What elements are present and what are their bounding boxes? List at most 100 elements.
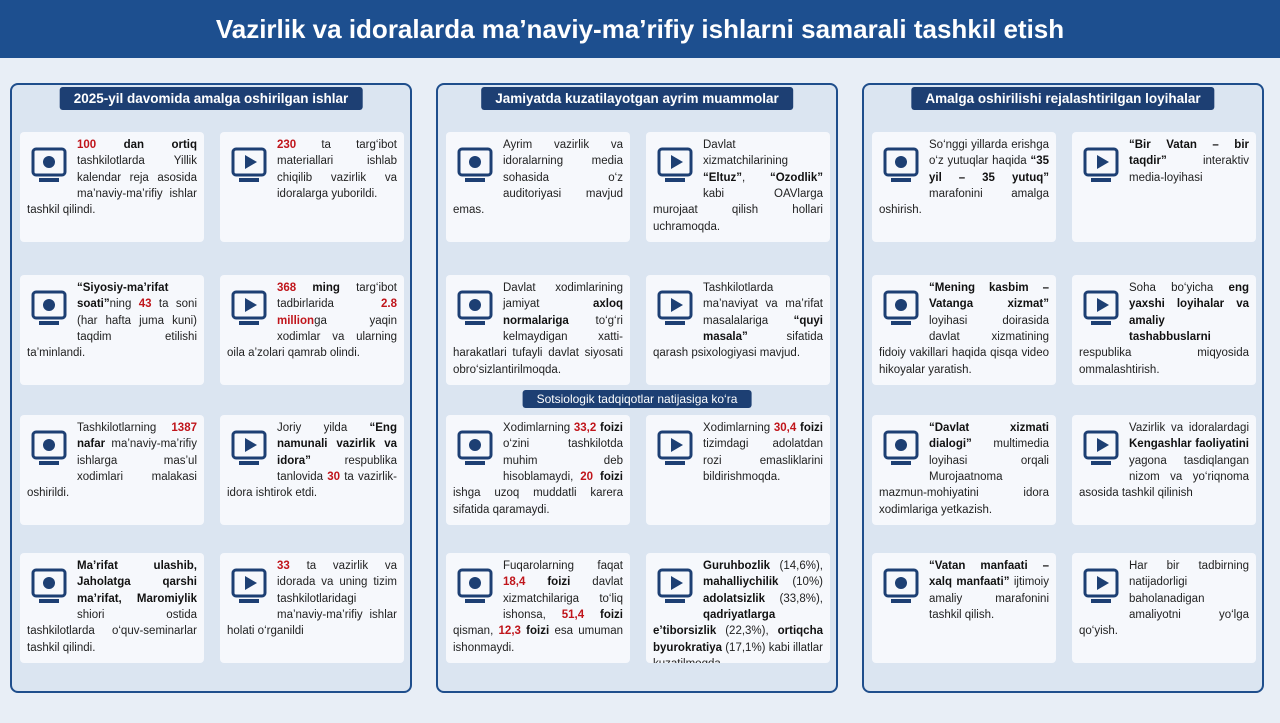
text-run: ta vazirlik va idorada va uning tizim ta… bbox=[227, 560, 397, 638]
card: 100 dan ortiq tashkilotlarda Yillik kale… bbox=[20, 132, 204, 242]
icon bbox=[1083, 290, 1119, 325]
card-text: “Davlat xizmati dialogi” multimedia loyi… bbox=[879, 420, 1049, 518]
text-run: 30 bbox=[327, 470, 341, 483]
icon bbox=[657, 430, 693, 465]
card: 368 ming targ‘ibot tadbirlarida 2.8 mill… bbox=[220, 275, 404, 385]
text-run: 20 bbox=[580, 470, 594, 483]
text-run: “Eng namunali vazirlik va idora” bbox=[277, 422, 397, 467]
icon bbox=[231, 568, 267, 603]
card-text: Joriy yilda “Eng namunali vazirlik va id… bbox=[227, 420, 397, 502]
card-text: Davlat xizmatchilarining “Eltuz”, “Ozodl… bbox=[653, 137, 823, 235]
text-run: shiori ostida tashkilotlarda o‘quv-semin… bbox=[27, 608, 197, 654]
text-run: “Siyosiy-ma’rifat soati” bbox=[77, 282, 169, 311]
text-run: Xodimlarning bbox=[703, 422, 774, 434]
text-run: , bbox=[741, 171, 770, 184]
text-run: ming bbox=[296, 282, 340, 294]
icon bbox=[883, 147, 919, 182]
text-run: Xodimlarning bbox=[503, 422, 574, 434]
text-run: ta soni (har hafta juma kuni) taqdim eti… bbox=[27, 298, 198, 360]
card-text: So‘nggi yillarda erishga o‘z yutuqlar ha… bbox=[879, 137, 1049, 219]
text-run: respublika tanlovida bbox=[277, 454, 397, 483]
panel-title: Jamiyatda kuzatilayotgan ayrim muammolar bbox=[481, 87, 793, 110]
panel-title: Amalga oshirilishi rejalashtirilgan loyi… bbox=[911, 87, 1215, 110]
card-text: Fuqarolarning faqat 18,4 foizi davlat xi… bbox=[453, 558, 623, 656]
text-run: (22,3%), bbox=[716, 625, 778, 638]
text-run: “Ozodlik” bbox=[769, 171, 823, 184]
icon bbox=[1083, 568, 1119, 603]
text-run: 100 bbox=[77, 139, 97, 151]
text-run: 368 bbox=[277, 282, 297, 294]
panel-subtitle: Sotsiologik tadqiqotlar natijasiga ko‘ra bbox=[522, 390, 752, 408]
card-text: 33 ta vazirlik va idorada va uning tizim… bbox=[227, 558, 397, 640]
text-run: “Davlat xizmati dialogi” bbox=[929, 422, 1049, 451]
text-run: multimedia loyihasi orqali Murojaatnoma … bbox=[879, 438, 1049, 516]
panel: Amalga oshirilishi rejalashtirilgan loyi… bbox=[862, 83, 1264, 693]
text-run: “Vatan manfaati – xalq manfaati” bbox=[929, 560, 1049, 589]
icon bbox=[883, 430, 919, 465]
text-run: qisman, bbox=[453, 625, 499, 638]
text-run: 1387 bbox=[171, 422, 197, 434]
text-run: “Mening kasbim – Vatanga xizmat” bbox=[929, 282, 1049, 311]
text-run: to‘g‘ri kelmaydigan xatti-harakatlari tu… bbox=[453, 314, 623, 376]
card: 230 ta targ‘ibot materiallari ishlab chi… bbox=[220, 132, 404, 242]
text-run: foizi bbox=[520, 625, 550, 638]
icon bbox=[231, 290, 267, 325]
text-run: (33,8%), bbox=[765, 592, 823, 605]
text-run: foizi bbox=[796, 422, 823, 434]
text-run: 2.8 million bbox=[277, 298, 397, 327]
text-run: Fuqarolarning faqat bbox=[503, 560, 623, 572]
panel: 2025-yil davomida amalga oshirilgan ishl… bbox=[10, 83, 412, 693]
card: “Bir Vatan – bir taqdir” interaktiv medi… bbox=[1072, 132, 1256, 242]
text-run: marafonini amalga oshirish. bbox=[879, 187, 1049, 217]
text-run: respublika miqyosida ommalashtirish. bbox=[1079, 347, 1249, 376]
text-run: yagona tasdiqlangan nizom va yo‘riqnoma … bbox=[1079, 454, 1249, 500]
card-text: Soha bo‘yicha eng yaxshi loyihalar va am… bbox=[1079, 280, 1249, 378]
icon bbox=[231, 430, 267, 465]
text-run: Kengashlar faoliyatini bbox=[1129, 438, 1249, 451]
text-run: tizimdagi adolatdan rozi emasliklarini b… bbox=[703, 438, 823, 483]
card: Joriy yilda “Eng namunali vazirlik va id… bbox=[220, 415, 404, 525]
card: Xodimlarning 33,2 foizi o‘zini tashkilot… bbox=[446, 415, 630, 525]
text-run: 43 bbox=[138, 298, 152, 311]
text-run: loyihasi doirasida davlat xizmatining fi… bbox=[879, 314, 1049, 376]
card-text: Guruhbozlik (14,6%), mahalliychilik (10%… bbox=[653, 558, 823, 663]
text-run: tashkilotlarda Yillik kalendar reja asos… bbox=[27, 155, 197, 217]
text-run: qadriyatlarga e’tiborsizlik bbox=[653, 608, 776, 638]
text-run: “Eltuz” bbox=[703, 171, 742, 184]
icon bbox=[31, 568, 67, 603]
card-text: Xodimlarning 30,4 foizi tizimdagi adolat… bbox=[653, 420, 823, 485]
text-run: kabi OAVlarga murojaat qilish hollari uc… bbox=[653, 187, 823, 233]
icon bbox=[31, 290, 67, 325]
text-run: “35 yil – 35 yutuq” bbox=[929, 155, 1049, 184]
text-run: foizi bbox=[584, 608, 623, 621]
text-run: ga yaqin xodimlar va ularning oila a’zol… bbox=[227, 314, 397, 360]
panel-title: 2025-yil davomida amalga oshirilgan ishl… bbox=[59, 87, 363, 110]
icon bbox=[457, 430, 493, 465]
card: Soha bo‘yicha eng yaxshi loyihalar va am… bbox=[1072, 275, 1256, 385]
text-run: 33 bbox=[277, 560, 290, 572]
card-text: Xodimlarning 33,2 foizi o‘zini tashkilot… bbox=[453, 420, 623, 518]
card: Har bir tadbirning natijadorligi baholan… bbox=[1072, 553, 1256, 663]
text-run: 230 bbox=[277, 139, 297, 151]
text-run: ijtimoiy amaliy marafonini tashkil qilis… bbox=[929, 576, 1049, 621]
text-run: Tashkilotlarda ma’naviyat va ma’rifat ma… bbox=[703, 282, 823, 327]
card-text: “Bir Vatan – bir taqdir” interaktiv medi… bbox=[1079, 137, 1249, 186]
icon bbox=[1083, 147, 1119, 182]
text-run: Har bir tadbirning natijadorligi baholan… bbox=[1079, 560, 1249, 638]
text-run: So‘nggi yillarda erishga o‘z yutuqlar ha… bbox=[929, 139, 1049, 168]
icon bbox=[231, 147, 267, 182]
card: So‘nggi yillarda erishga o‘z yutuqlar ha… bbox=[872, 132, 1056, 242]
text-run: ta targ‘ibot materiallari ishlab chiqili… bbox=[277, 139, 397, 200]
text-run: sifatida qarash psixologiyasi mavjud. bbox=[653, 330, 823, 360]
text-run: 33,2 bbox=[573, 422, 597, 434]
card: Vazirlik va idoralardagi Kengashlar faol… bbox=[1072, 415, 1256, 525]
card-text: 230 ta targ‘ibot materiallari ishlab chi… bbox=[227, 137, 397, 202]
icon bbox=[883, 568, 919, 603]
text-run: mahalliychilik bbox=[703, 576, 779, 589]
card: Tashkilotlarning 1387 nafar ma’naviy-ma’… bbox=[20, 415, 204, 525]
card-text: Tashkilotlarda ma’naviyat va ma’rifat ma… bbox=[653, 280, 823, 362]
text-run: “quyi masala” bbox=[703, 314, 823, 343]
text-run: Ma’rifat ulashib, Jaholatga qarshi ma’ri… bbox=[77, 560, 197, 605]
text-run: o‘zini tashkilotda muhim deb hisoblamayd… bbox=[503, 438, 623, 483]
text-run: (14,6%), bbox=[770, 560, 823, 572]
